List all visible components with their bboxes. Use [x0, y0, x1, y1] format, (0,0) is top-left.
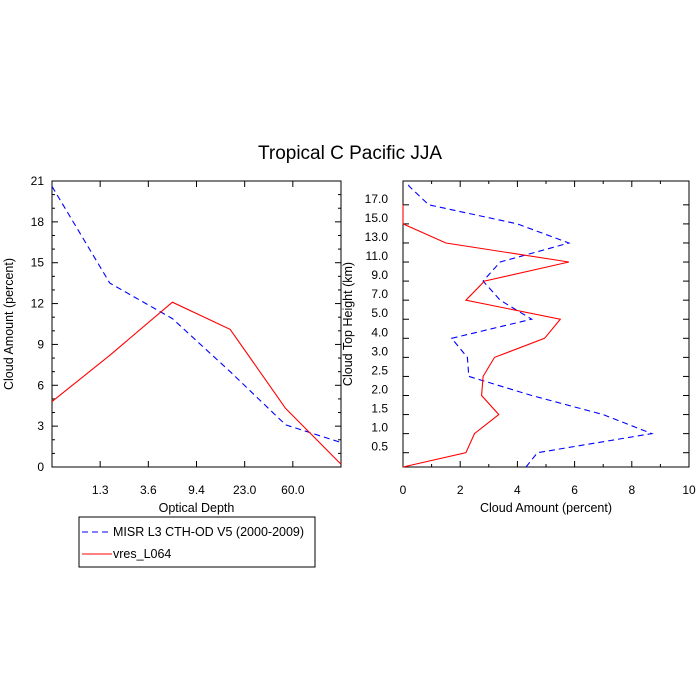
left-x-tick-label: 3.6	[140, 483, 157, 497]
right-y-tick-label: 5.0	[371, 306, 388, 320]
right-y-tick-label: 15.0	[365, 211, 389, 225]
cloud-top-height-panel: 0 2 4 6 8 10 0.5 1.0 1.5 2.0 2.5 3.0 4.0 5.0 7.0 9.0 11.…	[341, 180, 696, 515]
left-y-tick-label: 3	[37, 419, 44, 433]
right-y-tick-label: 1.5	[371, 402, 388, 416]
right-x-tick-label: 0	[400, 483, 407, 497]
legend: MISR L3 CTH-OD V5 (2000-2009) vres_L064	[78, 516, 316, 568]
right-y-tick-label: 1.0	[371, 421, 388, 435]
right-y-tick-label: 4.0	[371, 325, 388, 339]
right-plot-frame	[402, 180, 690, 468]
left-y-axis-title: Cloud Amount (percent)	[2, 258, 16, 390]
right-x-tick-label: 10	[682, 483, 696, 497]
optical-depth-panel: 0 3 6 9 12 15 18 21 1.3 3.6 9.4 23.0 60.0 Optical Dep…	[2, 174, 342, 515]
left-y-tick-label: 15	[31, 256, 45, 270]
left-y-tick-label: 12	[31, 297, 45, 311]
left-series-line-vres-l064	[51, 301, 342, 465]
right-x-tick-label: 6	[571, 483, 578, 497]
legend-label-misr: MISR L3 CTH-OD V5 (2000-2009)	[113, 525, 304, 539]
left-series-line-misr-l3-cth-od-v5-2000-2009	[51, 186, 342, 444]
right-y-tick-label: 7.0	[371, 287, 388, 301]
right-series-line-vres-l064	[402, 204, 570, 468]
left-x-axis-title: Optical Depth	[159, 501, 235, 515]
right-x-tick-label: 2	[457, 483, 464, 497]
right-y-axis-title: Cloud Top Height (km)	[341, 262, 355, 386]
left-plot-frame	[51, 180, 342, 468]
left-x-tick-label: 9.4	[188, 483, 205, 497]
left-x-tick-label: 23.0	[233, 483, 257, 497]
legend-box	[78, 516, 316, 568]
left-x-tick-label: 60.0	[281, 483, 305, 497]
right-y-tick-label: 2.0	[371, 383, 388, 397]
right-x-axis-title: Cloud Amount (percent)	[480, 501, 612, 515]
legend-label-vres: vres_L064	[113, 547, 171, 561]
right-x-tick-label: 4	[514, 483, 521, 497]
left-y-tick-label: 6	[37, 378, 44, 392]
right-y-tick-label: 2.5	[371, 363, 388, 377]
left-x-tick-label: 1.3	[92, 483, 109, 497]
right-y-tick-label: 13.0	[365, 230, 389, 244]
right-x-tick-label: 8	[628, 483, 635, 497]
left-y-tick-label: 18	[31, 215, 45, 229]
right-y-tick-label: 0.5	[371, 440, 388, 454]
left-y-tick-label: 21	[31, 174, 45, 188]
right-y-tick-label: 11.0	[366, 249, 389, 263]
right-y-tick-label: 17.0	[365, 192, 389, 206]
left-y-tick-label: 9	[37, 337, 44, 351]
right-y-tick-label: 9.0	[371, 268, 388, 282]
left-y-tick-label: 0	[37, 460, 44, 474]
right-series-line-misr-l3-cth-od-v5-2000-2009	[408, 181, 654, 468]
right-y-tick-label: 3.0	[371, 344, 388, 358]
chart-title: Tropical C Pacific JJA	[258, 143, 442, 164]
